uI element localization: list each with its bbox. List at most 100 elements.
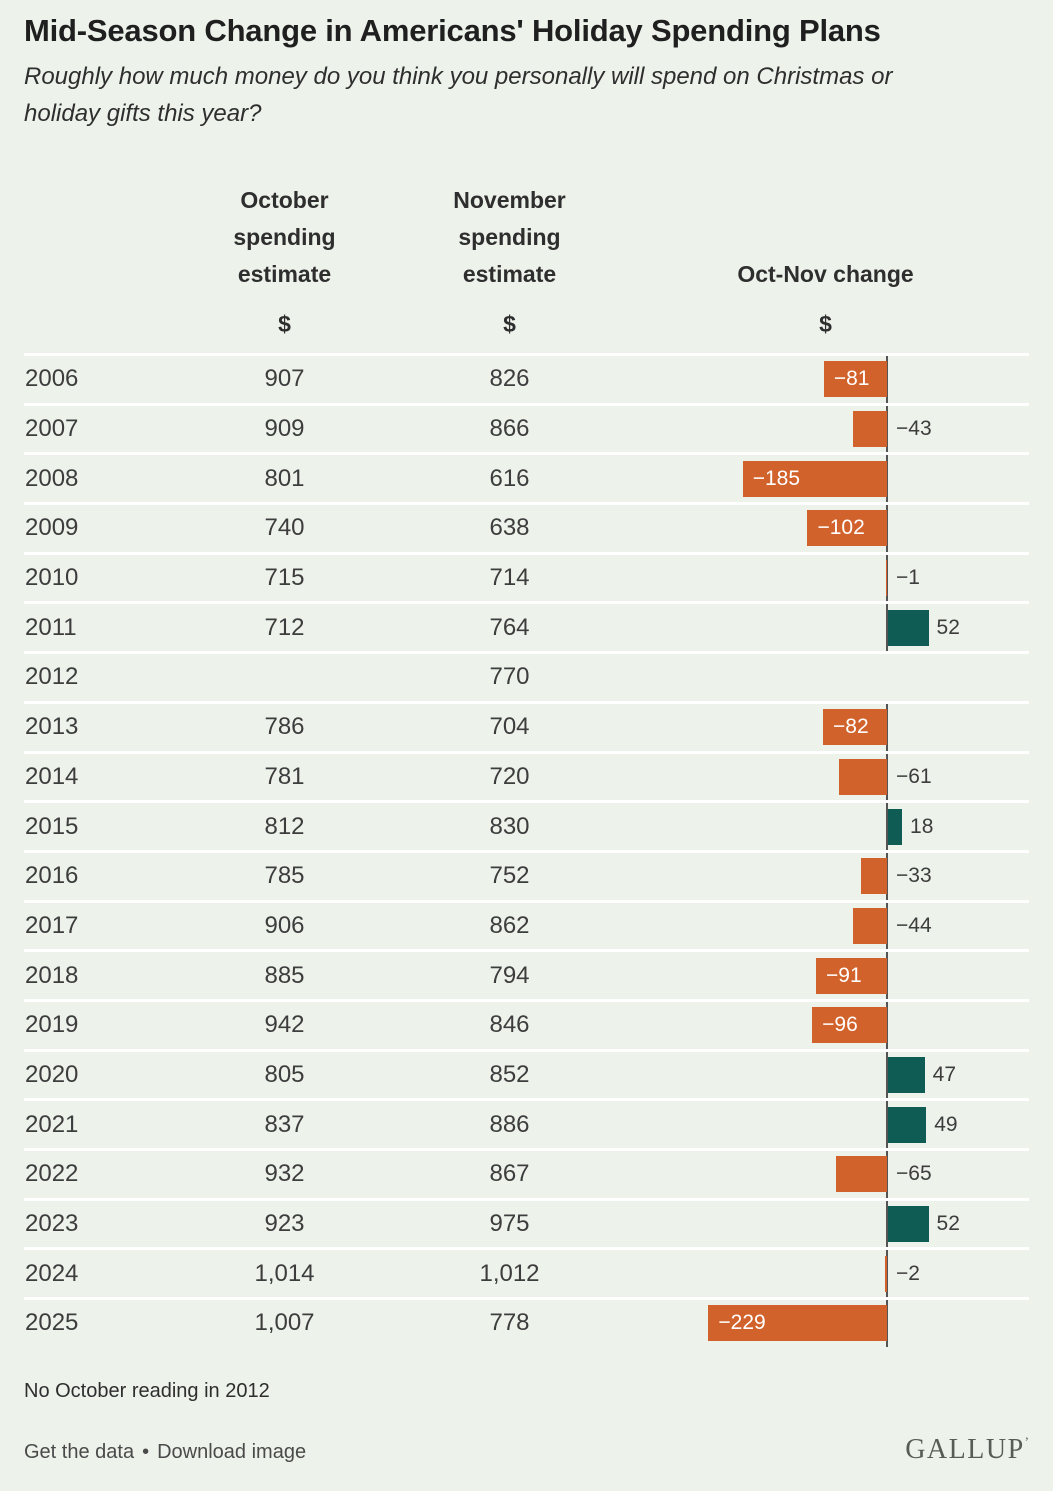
change-bar: −96	[812, 1007, 887, 1044]
table-row: 2011 712 764 52	[24, 601, 1029, 652]
change-bar-cell	[622, 654, 1029, 701]
october-value: 805	[264, 1060, 305, 1088]
change-bar-cell: −61	[622, 753, 1029, 801]
zero-axis-line	[886, 1051, 888, 1099]
change-value-label-outside: 18	[910, 814, 934, 838]
unit-row: $ $ $	[24, 310, 1029, 338]
year-label: 2014	[25, 762, 79, 790]
download-image-link[interactable]: Download image	[157, 1440, 307, 1463]
october-value: 923	[264, 1210, 305, 1238]
change-bar	[888, 1056, 925, 1093]
change-value-label-outside: 49	[934, 1112, 958, 1136]
october-value: 837	[264, 1110, 305, 1138]
october-value: 1,007	[254, 1309, 315, 1337]
change-bar	[888, 609, 929, 646]
change-bar: −82	[823, 709, 887, 746]
zero-axis-line	[886, 952, 888, 999]
column-headers: October spending estimate November spend…	[24, 182, 1029, 293]
table-row: 2025 1,007 778 −229	[24, 1297, 1029, 1347]
gallup-logo: GALLUP’	[905, 1433, 1029, 1465]
change-value-label-outside: −2	[896, 1261, 920, 1285]
change-value-label-inside: −96	[822, 1013, 858, 1037]
november-value: 764	[489, 613, 530, 641]
zero-axis-line	[886, 703, 888, 751]
year-label: 2008	[25, 464, 79, 492]
change-value-label-outside: −43	[896, 417, 932, 441]
change-value-label-outside: −65	[896, 1162, 932, 1186]
chart-subtitle: Roughly how much money do you think you …	[24, 58, 1029, 132]
november-value: 704	[489, 713, 530, 741]
october-value: 932	[264, 1160, 305, 1188]
change-bar-cell: −65	[622, 1151, 1029, 1198]
data-table: 2006 907 826 −81 2007 909 866 −43	[24, 353, 1029, 1347]
change-bar-cell: −1	[622, 554, 1029, 602]
zero-axis-line	[886, 902, 888, 950]
november-value: 752	[489, 862, 530, 890]
november-value: 714	[489, 564, 530, 592]
year-label: 2011	[25, 613, 77, 641]
change-bar: −102	[807, 510, 887, 547]
november-value: 975	[489, 1210, 530, 1238]
change-bar-cell: 52	[622, 1200, 1029, 1248]
change-value-label-outside: 47	[932, 1062, 957, 1086]
table-row: 2013 786 704 −82	[24, 700, 1029, 751]
october-value: 715	[264, 564, 305, 592]
november-value: 852	[489, 1060, 530, 1088]
november-column-header: November spending estimate	[453, 187, 566, 287]
november-value: 1,012	[479, 1259, 540, 1287]
table-row: 2010 715 714 −1	[24, 551, 1029, 602]
change-bar-cell: −102	[622, 505, 1029, 552]
table-row: 2020 805 852 47	[24, 1048, 1029, 1099]
november-value: 846	[489, 1011, 530, 1039]
change-value-label-inside: −229	[718, 1311, 766, 1335]
change-unit-label: $	[819, 311, 832, 337]
year-label: 2018	[25, 961, 79, 989]
zero-axis-line	[886, 1300, 888, 1347]
october-value: 801	[264, 464, 305, 492]
change-bar	[852, 907, 887, 944]
gallup-trademark-mark: ’	[1024, 1433, 1029, 1449]
change-value-label-inside: −102	[817, 516, 865, 540]
footer-links: Get the data • Download image	[24, 1441, 306, 1464]
change-bar	[836, 1156, 887, 1193]
year-label: 2017	[25, 911, 79, 939]
november-value: 794	[489, 961, 530, 989]
change-bar: −185	[742, 460, 887, 497]
october-value: 781	[264, 762, 305, 790]
year-label: 2010	[25, 564, 79, 592]
year-label: 2020	[25, 1060, 79, 1088]
table-row: 2009 740 638 −102	[24, 502, 1029, 552]
table-row: 2006 907 826 −81	[24, 353, 1029, 403]
change-bar: −229	[708, 1305, 887, 1342]
zero-axis-line	[886, 554, 888, 602]
change-bar-cell: 52	[622, 604, 1029, 652]
year-label: 2022	[25, 1160, 79, 1188]
zero-axis-line	[886, 803, 888, 850]
change-bar: −91	[816, 957, 887, 994]
change-value-label-outside: −1	[896, 566, 920, 590]
change-bar	[888, 1106, 927, 1143]
get-the-data-link[interactable]: Get the data	[24, 1440, 135, 1463]
november-unit-label: $	[503, 311, 516, 337]
year-label: 2015	[25, 812, 79, 840]
table-row: 2023 923 975 52	[24, 1197, 1029, 1248]
november-value: 866	[489, 415, 530, 443]
november-value: 770	[489, 663, 530, 691]
october-value: 812	[264, 812, 305, 840]
november-value: 778	[489, 1309, 530, 1337]
change-column-header: Oct-Nov change	[737, 261, 914, 287]
footer: Get the data • Download image GALLUP’	[24, 1434, 1029, 1466]
october-value: 786	[264, 713, 305, 741]
year-label: 2019	[25, 1011, 79, 1039]
change-value-label-inside: −185	[752, 466, 801, 490]
change-bar	[853, 411, 887, 448]
change-bar-cell: 47	[622, 1051, 1029, 1099]
table-row: 2019 942 846 −96	[24, 998, 1029, 1049]
change-bar	[886, 560, 887, 597]
change-bar	[888, 1206, 929, 1243]
october-value: 906	[264, 911, 305, 939]
change-value-label-outside: −33	[896, 864, 932, 888]
footer-link-separator: •	[142, 1440, 150, 1463]
table-row: 2024 1,014 1,012 −2	[24, 1247, 1029, 1298]
